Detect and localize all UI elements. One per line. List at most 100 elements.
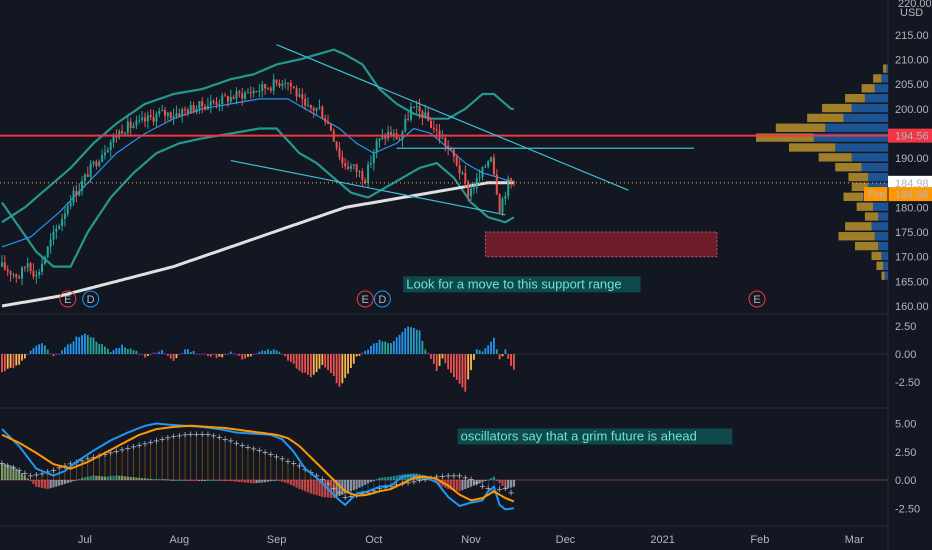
candle-body[interactable]: [212, 101, 215, 103]
candle-body[interactable]: [335, 141, 338, 149]
candle-body[interactable]: [398, 139, 401, 141]
trendline-1[interactable]: [276, 44, 629, 191]
candle-body[interactable]: [284, 82, 287, 84]
candle-body[interactable]: [92, 161, 95, 164]
candle-body[interactable]: [329, 123, 332, 131]
event-marker-d[interactable]: [82, 290, 100, 308]
candle-body[interactable]: [369, 163, 372, 165]
candle-body[interactable]: [118, 130, 121, 138]
candle-body[interactable]: [46, 246, 49, 257]
candle-body[interactable]: [63, 213, 66, 219]
candle-body[interactable]: [115, 136, 118, 138]
event-marker-e[interactable]: [59, 290, 77, 308]
candle-body[interactable]: [232, 96, 235, 99]
candle-body[interactable]: [246, 92, 249, 94]
candle-body[interactable]: [215, 102, 218, 105]
candle-body[interactable]: [6, 269, 9, 272]
candle-body[interactable]: [418, 106, 421, 112]
candle-body[interactable]: [312, 108, 315, 111]
candle-body[interactable]: [407, 118, 410, 120]
candle-body[interactable]: [83, 174, 86, 182]
candle-body[interactable]: [464, 172, 467, 183]
candle-body[interactable]: [3, 262, 6, 270]
price-badge-3[interactable]: [864, 187, 932, 202]
candle-body[interactable]: [101, 155, 104, 162]
candle-body[interactable]: [327, 121, 330, 124]
candle-body[interactable]: [444, 137, 447, 146]
candle-body[interactable]: [281, 83, 284, 86]
candle-body[interactable]: [109, 142, 112, 150]
time-axis[interactable]: Jul Aug Sep Oct Nov Dec 2021 Feb Mar: [78, 534, 864, 546]
candle-body[interactable]: [298, 94, 301, 97]
candle-body[interactable]: [318, 107, 321, 109]
candle-body[interactable]: [361, 171, 364, 181]
event-marker-e[interactable]: [748, 290, 766, 308]
candle-body[interactable]: [75, 190, 78, 196]
candle-body[interactable]: [112, 136, 115, 143]
candle-body[interactable]: [252, 90, 255, 94]
candle-body[interactable]: [295, 88, 298, 97]
candle-body[interactable]: [189, 105, 192, 114]
candle-body[interactable]: [258, 90, 261, 92]
candle-body[interactable]: [261, 84, 264, 91]
candle-body[interactable]: [166, 112, 169, 116]
candle-body[interactable]: [404, 118, 407, 132]
candle-body[interactable]: [461, 172, 464, 174]
candle-body[interactable]: [264, 84, 267, 89]
candle-body[interactable]: [307, 104, 310, 106]
candle-body[interactable]: [55, 228, 58, 232]
candle-body[interactable]: [244, 92, 247, 99]
candle-body[interactable]: [381, 135, 384, 139]
candle-body[interactable]: [192, 105, 195, 113]
candle-body[interactable]: [201, 101, 204, 107]
candle-body[interactable]: [287, 82, 289, 84]
candle-body[interactable]: [467, 182, 470, 197]
candle-body[interactable]: [175, 113, 178, 117]
candle-body[interactable]: [126, 121, 129, 133]
candle-body[interactable]: [164, 110, 167, 116]
candle-body[interactable]: [435, 129, 438, 131]
candle-body[interactable]: [52, 231, 55, 240]
candle-body[interactable]: [103, 152, 106, 156]
candle-body[interactable]: [29, 263, 32, 272]
support-range-box[interactable]: [484, 231, 718, 258]
price-axes[interactable]: 220.00USD215.00210.00205.00200.00195.001…: [864, 0, 932, 550]
candle-body[interactable]: [309, 104, 312, 109]
candle-body[interactable]: [412, 106, 415, 108]
candle-body[interactable]: [512, 181, 515, 184]
candle-body[interactable]: [495, 174, 498, 195]
candle-body[interactable]: [141, 117, 144, 120]
candle-body[interactable]: [132, 125, 135, 128]
candle-body[interactable]: [292, 86, 295, 89]
candle-body[interactable]: [146, 115, 149, 122]
candle-body[interactable]: [221, 95, 224, 105]
candle-body[interactable]: [106, 149, 109, 153]
candle-body[interactable]: [338, 148, 341, 157]
candle-body[interactable]: [121, 130, 124, 134]
candle-body[interactable]: [61, 218, 64, 226]
candle-body[interactable]: [430, 120, 432, 129]
price-badge-2[interactable]: [888, 175, 932, 190]
candle-body[interactable]: [490, 157, 493, 162]
note-text-2[interactable]: oscillators say that a grim future is ah…: [461, 428, 697, 443]
price-badge-1[interactable]: [888, 128, 932, 143]
candle-body[interactable]: [155, 114, 158, 122]
candle-body[interactable]: [424, 112, 427, 118]
candle-body[interactable]: [32, 271, 35, 277]
support-zone[interactable]: [484, 231, 718, 258]
candle-body[interactable]: [241, 93, 244, 99]
candle-body[interactable]: [378, 138, 381, 141]
candle-body[interactable]: [389, 131, 392, 137]
candle-body[interactable]: [38, 271, 41, 275]
candle-body[interactable]: [349, 166, 352, 169]
candle-body[interactable]: [72, 190, 75, 203]
candle-body[interactable]: [169, 112, 172, 118]
trendline-2[interactable]: [230, 159, 506, 216]
candle-body[interactable]: [58, 225, 61, 229]
candle-body[interactable]: [321, 107, 324, 119]
candle-body[interactable]: [315, 108, 318, 111]
candle-body[interactable]: [178, 113, 181, 117]
candle-body[interactable]: [255, 90, 258, 92]
annotation-notes[interactable]: Look for a move to this support range osc…: [403, 276, 733, 445]
